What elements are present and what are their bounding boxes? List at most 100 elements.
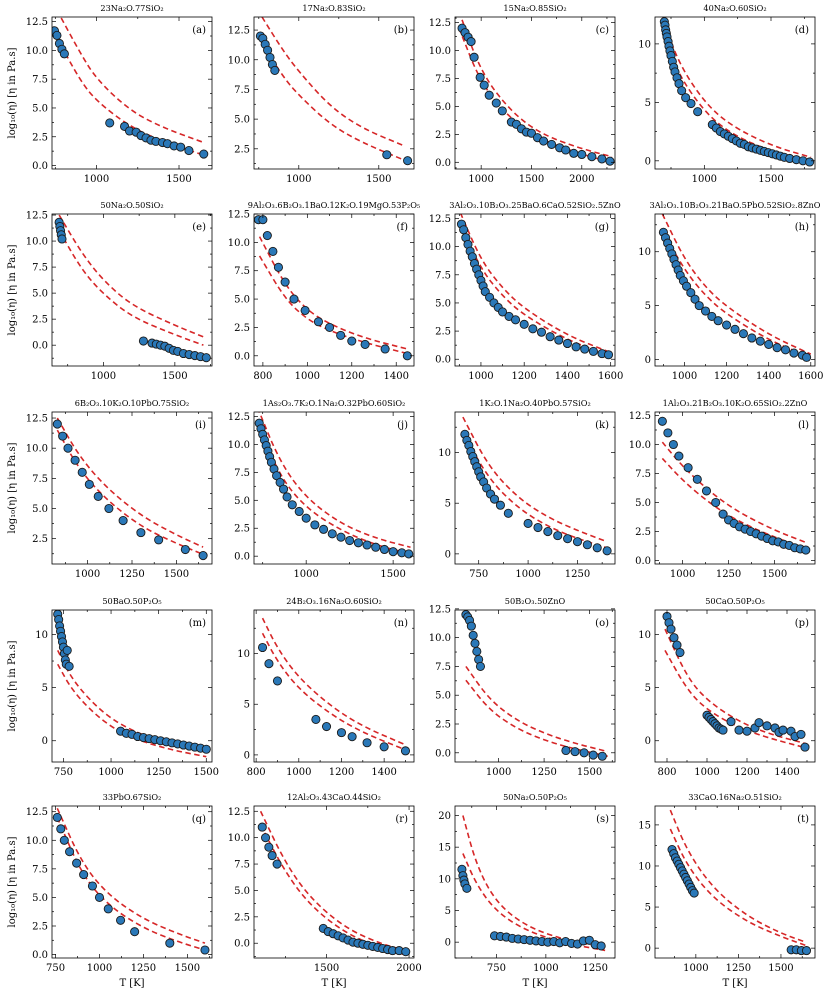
y-tick-label: 2.5 xyxy=(435,130,451,141)
data-point xyxy=(379,742,389,752)
lower-bound-curve xyxy=(458,27,613,164)
y-tick-label: 0.0 xyxy=(234,939,250,950)
panel-title: 50Na₂O.50P₂O₅ xyxy=(503,792,567,802)
panel-frame xyxy=(654,213,816,367)
y-tick-label: 5.0 xyxy=(234,295,250,306)
data-point xyxy=(772,343,782,353)
x-tick-label: 1400 xyxy=(555,371,580,382)
data-point xyxy=(802,352,812,362)
data-point xyxy=(57,234,67,244)
y-axis-label: log₁₀(η) [η in Pa.s] xyxy=(7,640,18,731)
data-point xyxy=(693,107,703,117)
data-point xyxy=(547,139,557,149)
lower-bound-curve xyxy=(261,632,406,751)
upper-bound-curve xyxy=(462,815,606,949)
data-point xyxy=(475,72,485,82)
upper-bound-curve xyxy=(56,417,204,548)
data-point xyxy=(713,316,723,326)
y-tick-label: 7.5 xyxy=(435,270,451,281)
data-point xyxy=(570,747,580,757)
panel-plot-area xyxy=(52,17,209,159)
x-tick-label: 1000 xyxy=(286,174,311,185)
data-point xyxy=(116,915,126,925)
data-point xyxy=(510,315,521,325)
upper-bound-curve xyxy=(661,441,808,544)
y-tick-label: 10 xyxy=(638,861,651,872)
data-point xyxy=(56,824,66,834)
y-tick-label: 5.0 xyxy=(234,496,250,507)
x-tick-label: 1200 xyxy=(511,371,536,382)
data-point xyxy=(689,888,699,898)
panel-frame xyxy=(253,609,415,763)
panel-plot-area xyxy=(254,412,414,559)
y-tick-label: 0.0 xyxy=(435,748,451,759)
x-tick-label: 1200 xyxy=(734,767,759,778)
panel-letter: (p) xyxy=(795,618,809,629)
x-tick-label: 1500 xyxy=(519,174,544,185)
data-point xyxy=(666,624,676,634)
x-tick-label: 1250 xyxy=(131,963,156,974)
panel-plot-area xyxy=(52,417,208,561)
lower-bound-curve xyxy=(56,429,204,556)
x-tick-label: 1500 xyxy=(194,767,219,778)
data-point xyxy=(800,742,810,752)
panel-title: 33PbO.67SiO₂ xyxy=(103,792,162,802)
data-point xyxy=(554,335,564,345)
data-point xyxy=(754,718,764,728)
data-point xyxy=(401,947,411,957)
panel-n: 24B₂O₃.16Na₂O.60SiO₂ 800 1000 1200 1400 0 5 10 (… xyxy=(237,596,415,778)
x-tick-label: 1000 xyxy=(87,963,112,974)
y-tick-label: 10.0 xyxy=(26,46,48,57)
data-point xyxy=(404,549,414,559)
data-point xyxy=(279,484,289,494)
data-point xyxy=(301,513,311,523)
data-point xyxy=(294,506,304,517)
data-point xyxy=(718,725,728,735)
data-point xyxy=(362,738,372,748)
data-point xyxy=(198,551,208,561)
data-point xyxy=(738,329,748,339)
x-tick-label: 1000 xyxy=(91,371,116,382)
panel-plot-area xyxy=(257,617,411,756)
data-point xyxy=(199,149,209,159)
data-point xyxy=(605,156,615,166)
data-point xyxy=(711,497,721,508)
y-tick-label: 7.5 xyxy=(234,266,250,277)
lower-bound-curve xyxy=(258,255,408,355)
y-tick-label: 10 xyxy=(638,247,651,258)
lower-bound-curve xyxy=(58,230,204,346)
y-tick-label: 0.0 xyxy=(435,355,451,366)
y-tick-label: 2.5 xyxy=(435,327,451,338)
data-point xyxy=(495,500,505,510)
panel-plot-area xyxy=(460,416,612,556)
panel-letter: (g) xyxy=(595,222,609,233)
y-tick-label: 5 xyxy=(645,903,651,914)
x-tick-label: 1250 xyxy=(119,569,144,580)
y-tick-label: 0.0 xyxy=(435,158,451,169)
y-tick-label: 12.5 xyxy=(26,414,48,425)
data-point xyxy=(588,750,598,760)
data-point xyxy=(310,520,320,530)
panel-p: 50CaO.50P₂O₅ 800 1000 1200 1400 0 5 10 (p) xyxy=(638,596,816,778)
x-tick-label: 1000 xyxy=(98,767,123,778)
lower-bound-curve xyxy=(664,650,808,749)
upper-bound-curve xyxy=(462,416,608,543)
panel-letter: (t) xyxy=(797,814,809,825)
data-point xyxy=(675,647,685,658)
upper-bound-curve xyxy=(59,17,205,144)
panel-frame xyxy=(51,805,213,959)
x-tick-label: 1000 xyxy=(670,569,695,580)
upper-bound-curve xyxy=(259,810,410,953)
x-tick-label: 800 xyxy=(247,767,266,778)
upper-bound-curve xyxy=(261,17,404,146)
y-tick-label: 0.0 xyxy=(32,161,48,172)
data-point xyxy=(63,443,73,453)
x-tick-label: 1250 xyxy=(565,569,590,580)
data-point xyxy=(672,640,682,650)
panel-title: 33CaO.16Na₂O.51SiO₂ xyxy=(688,792,782,802)
y-axis-label: log₁₀(η) [η in Pa.s] xyxy=(7,836,18,927)
data-point xyxy=(52,419,62,429)
data-point xyxy=(325,322,335,332)
panel-title: 40Na₂O.60SiO₂ xyxy=(703,3,766,13)
x-tick-label: 1400 xyxy=(756,371,781,382)
